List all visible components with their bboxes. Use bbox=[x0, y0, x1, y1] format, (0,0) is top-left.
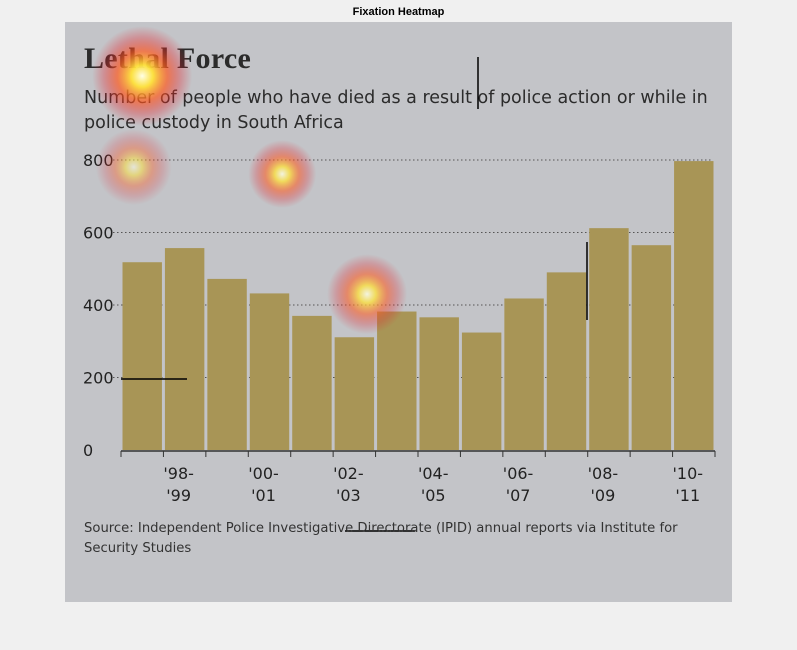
gaze-marks-layer bbox=[121, 57, 588, 532]
bar bbox=[674, 161, 714, 450]
bar bbox=[122, 262, 162, 450]
bars-layer bbox=[122, 161, 714, 450]
x-tick-label: '06-'07 bbox=[503, 464, 534, 505]
bar bbox=[461, 332, 502, 450]
heat-spot bbox=[248, 140, 317, 208]
bar bbox=[207, 278, 247, 450]
heatmap-figure: Lethal Force Number of people who have d… bbox=[65, 22, 732, 602]
heat-spot bbox=[95, 129, 172, 205]
bar bbox=[546, 272, 587, 450]
axis-layer: 0200400600800'98-'99'00-'01'02-'03'04-'0… bbox=[83, 151, 716, 505]
y-tick-label: 200 bbox=[83, 369, 114, 388]
x-tick-label: '02-'03 bbox=[333, 464, 364, 505]
y-tick-label: 600 bbox=[83, 224, 114, 243]
bar bbox=[631, 245, 672, 450]
y-tick-label: 400 bbox=[83, 296, 114, 315]
x-tick-label: '08-'09 bbox=[588, 464, 619, 505]
x-tick-label: '10-'11 bbox=[673, 464, 704, 505]
bar bbox=[334, 337, 375, 450]
x-tick-label: '00-'01 bbox=[248, 464, 279, 505]
bar bbox=[249, 293, 290, 450]
heat-layer bbox=[92, 26, 408, 335]
heat-spot bbox=[92, 26, 193, 126]
bar bbox=[504, 298, 544, 450]
bar bbox=[419, 317, 459, 450]
bar-chart: 0200400600800'98-'99'00-'01'02-'03'04-'0… bbox=[83, 26, 716, 532]
heat-spot bbox=[327, 254, 408, 335]
window-title: Fixation Heatmap bbox=[352, 6, 445, 18]
x-tick-label: '04-'05 bbox=[418, 464, 449, 505]
bar bbox=[377, 311, 417, 450]
bar bbox=[589, 228, 629, 450]
chart-source: Source: Independent Police Investigative… bbox=[84, 521, 678, 556]
bar bbox=[292, 315, 332, 450]
x-tick-label: '98-'99 bbox=[163, 464, 194, 505]
bar bbox=[164, 248, 205, 450]
y-tick-label: 0 bbox=[83, 441, 93, 460]
